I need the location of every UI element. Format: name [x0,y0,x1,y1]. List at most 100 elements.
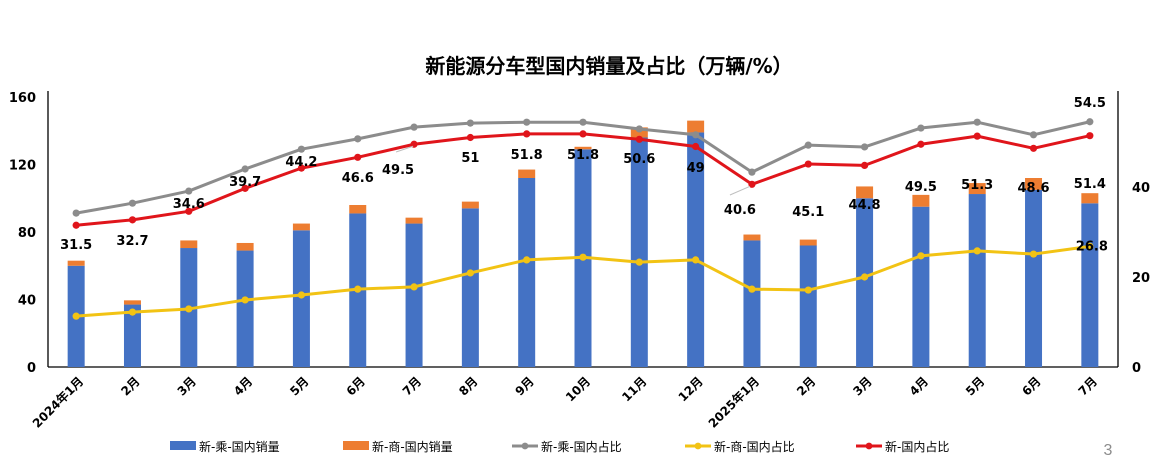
x-tick-label: 6月 [344,374,368,398]
bar-passenger [461,208,479,367]
x-tick-label: 3月 [850,374,874,398]
bar-passenger [292,230,310,367]
point-commercial-share [973,247,981,255]
bar-commercial [123,300,141,305]
point-commercial-share [410,283,418,291]
x-tick-label: 7月 [400,374,424,398]
bar-passenger [799,245,817,367]
bar-commercial [856,186,874,199]
data-label-total-share: 51.3 [961,178,993,193]
point-passenger-share [410,123,418,131]
point-passenger-share [354,135,362,143]
point-passenger-share [748,168,756,176]
point-commercial-share [1029,250,1038,258]
point-commercial-share [579,253,587,261]
legend-label: 新-乘-国内占比 [541,439,622,454]
bar-commercial [67,260,85,266]
point-passenger-share [185,187,193,195]
point-total-share [917,140,925,148]
bar-passenger [856,198,874,367]
y-tick-right: 20 [1132,271,1150,286]
x-tick-label: 10月 [563,374,593,404]
bar-commercial [912,194,930,207]
legend-marker-commercial-share [694,442,702,450]
x-tick-label: 7月 [1076,374,1100,398]
bar-commercial [349,205,367,214]
point-passenger-share [1086,118,1094,126]
leader-line [729,185,751,196]
bar-passenger [236,250,254,367]
point-commercial-share [466,269,474,277]
x-tick-label: 5月 [287,374,311,398]
x-tick-label: 11月 [619,374,649,404]
bar-commercial [180,240,198,249]
x-tick-label: 2025年1月 [705,374,762,431]
data-label-total-share: 49 [687,161,705,176]
x-tick-label: 2月 [118,374,142,398]
data-label-total-share: 39.7 [229,175,261,190]
bar-passenger [743,240,761,367]
point-total-share [354,153,362,161]
bar-passenger [630,137,648,367]
legend-label: 新-商-国内占比 [714,439,795,454]
bar-passenger [405,223,423,367]
point-total-share [72,221,80,229]
data-label-total-share: 46.6 [342,171,374,186]
y-tick-left: 80 [18,226,36,241]
y-tick-left: 120 [9,159,36,174]
bar-passenger [123,304,141,367]
point-commercial-share [1086,242,1094,250]
data-label-total-share: 49.5 [905,180,937,195]
point-commercial-share [523,256,531,264]
point-total-share [692,142,700,151]
data-label-total-share: 49.5 [382,163,414,178]
y-tick-right: 0 [1132,361,1141,376]
point-total-share [185,207,193,215]
point-passenger-share [1029,131,1038,139]
bar-commercial [518,169,536,178]
legend: 新-乘-国内销量 新-商-国内销量 新-乘-国内占比 新-商-国内占比 新-国内占比 [170,439,949,454]
bar-commercial [236,242,254,251]
point-total-share [635,135,643,143]
point-passenger-share [579,118,587,126]
data-labels: 31.5 32.7 34.6 39.7 44.2 46.6 49.5 51 51.8 51.8 50… [60,96,1108,254]
point-passenger-share [297,145,306,153]
point-total-share [1029,144,1038,152]
y-tick-left: 40 [18,294,36,309]
x-tick-label: 6月 [1019,374,1043,398]
point-commercial-share [748,285,756,293]
point-total-share [579,130,587,138]
point-commercial-share [128,308,137,316]
axes: 0 40 80 120 160 0 20 40 [9,91,1150,376]
data-label-total-share: 44.2 [285,155,317,170]
point-commercial-share [692,256,700,264]
bar-commercial [687,120,705,133]
point-commercial-share [860,273,869,281]
legend-label: 新-商-国内销量 [372,439,453,454]
point-total-share [241,184,249,192]
point-passenger-share [241,165,249,173]
data-label-commercial-share: 26.8 [1076,239,1108,254]
legend-swatch-commercial-sales [343,441,369,450]
point-passenger-share [466,119,474,127]
point-commercial-share [635,258,643,266]
point-commercial-share [297,291,306,299]
point-passenger-share [523,118,531,126]
data-label-total-share: 44.8 [849,198,881,213]
data-label-total-share: 50.6 [623,152,655,167]
point-passenger-share [72,209,80,217]
point-total-share [297,164,306,172]
data-label-total-share: 45.1 [792,205,824,220]
lines [72,118,1094,320]
legend-label: 新-乘-国内销量 [199,439,280,454]
x-tick-label: 12月 [676,374,706,404]
legend-label: 新-国内占比 [885,439,949,454]
data-label-total-share: 51.8 [567,148,599,163]
point-total-share [128,216,137,224]
x-tick-label: 3月 [175,374,199,398]
legend-swatch-passenger-sales [170,441,196,450]
point-total-share [523,130,531,138]
bar-commercial [799,239,817,246]
point-commercial-share [185,305,193,313]
